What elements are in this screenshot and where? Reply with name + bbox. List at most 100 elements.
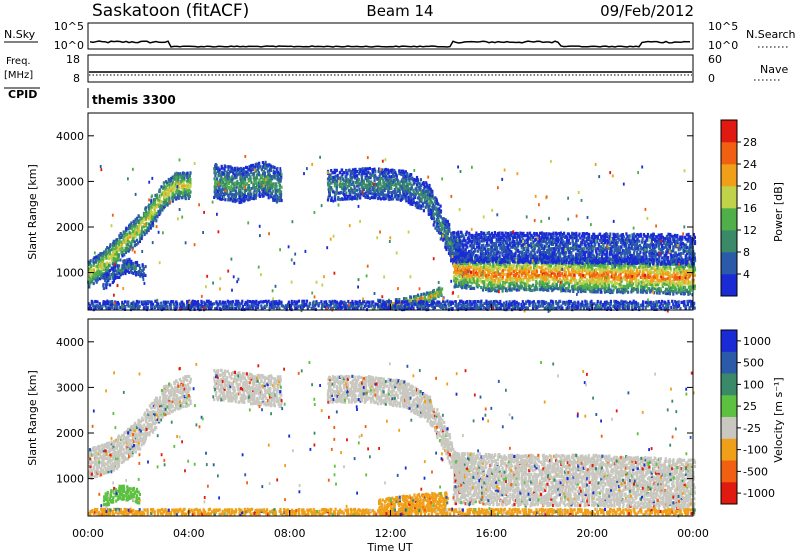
heatmap-cell	[177, 182, 180, 186]
heatmap-cell	[186, 188, 189, 192]
heatmap-cell	[138, 225, 141, 229]
heatmap-cell	[481, 250, 484, 254]
heatmap-cell	[629, 267, 632, 271]
heatmap-cell	[542, 253, 545, 257]
heatmap-cell	[188, 180, 191, 184]
heatmap-cell	[116, 238, 119, 242]
heatmap-cell	[526, 258, 529, 262]
heatmap-cell	[471, 262, 474, 266]
heatmap-cell	[419, 178, 422, 182]
heatmap-cell	[533, 250, 536, 254]
heatmap-cell	[422, 191, 425, 195]
heatmap-cell	[161, 204, 164, 208]
heatmap-cell	[177, 194, 180, 198]
heatmap-cell	[155, 195, 158, 199]
heatmap-cell	[476, 233, 479, 237]
heatmap-cell	[663, 268, 666, 273]
heatmap-cell	[144, 228, 147, 233]
heatmap-cell	[110, 272, 113, 277]
heatmap-cell	[602, 274, 605, 278]
heatmap-cell	[255, 193, 258, 197]
heatmap-cell	[144, 273, 147, 277]
heatmap-cell	[634, 280, 637, 284]
heatmap-cell	[361, 192, 364, 196]
heatmap-cell	[459, 265, 462, 269]
heatmap-cell	[562, 234, 565, 238]
heatmap-cell	[102, 274, 105, 278]
heatmap-cell	[559, 283, 562, 287]
heatmap-cell	[546, 272, 549, 276]
heatmap-cell	[327, 183, 330, 187]
heatmap-cell	[644, 264, 647, 268]
heatmap-cell	[495, 262, 499, 266]
heatmap-cell	[654, 284, 657, 288]
heatmap-cell	[123, 265, 126, 269]
heatmap-cell	[511, 258, 514, 262]
heatmap-cell	[664, 277, 667, 281]
heatmap-cell	[498, 251, 502, 255]
heatmap-cell	[543, 256, 546, 260]
heatmap-cell	[470, 265, 473, 269]
heatmap-cell	[277, 180, 280, 184]
heatmap-cell	[173, 185, 176, 189]
heatmap-cell	[261, 191, 264, 195]
heatmap-cell	[494, 232, 497, 236]
heatmap-cell	[357, 184, 360, 188]
heatmap-cell	[600, 273, 603, 277]
heatmap-cell	[611, 270, 614, 274]
heatmap-cell	[102, 282, 105, 287]
heatmap-cell	[634, 265, 637, 269]
heatmap-cell	[570, 281, 573, 285]
heatmap-cell	[508, 233, 511, 237]
heatmap-cell	[458, 235, 461, 239]
heatmap-cell	[593, 284, 596, 288]
heatmap-cell	[383, 183, 386, 187]
heatmap-cell	[488, 254, 491, 258]
heatmap-cell	[142, 211, 146, 215]
heatmap-cell	[254, 196, 257, 200]
heatmap-cell	[677, 264, 680, 269]
heatmap-cell	[263, 166, 267, 170]
heatmap-cell	[662, 266, 665, 270]
heatmap-cell	[330, 175, 333, 180]
heatmap-cell	[335, 179, 339, 183]
heatmap-cell	[422, 194, 425, 198]
heatmap-cell	[114, 267, 117, 271]
heatmap-cell	[95, 280, 98, 284]
heatmap-cell	[619, 272, 622, 276]
heatmap-cell	[514, 285, 517, 289]
heatmap-cell	[525, 248, 528, 252]
heatmap-cell	[618, 274, 621, 278]
heatmap-cell	[620, 279, 623, 283]
heatmap-cell	[95, 255, 98, 259]
heatmap-cell	[596, 290, 599, 294]
heatmap-cell	[506, 260, 509, 264]
heatmap-cell	[523, 288, 526, 292]
heatmap-cell	[100, 258, 103, 262]
heatmap-cell	[141, 226, 144, 230]
heatmap-cell	[620, 267, 623, 272]
heatmap-cell	[186, 179, 189, 183]
heatmap-cell	[620, 266, 623, 270]
heatmap-cell	[183, 178, 186, 182]
heatmap-cell	[227, 174, 230, 178]
heatmap-cell	[656, 291, 659, 295]
heatmap-cell	[560, 233, 563, 237]
heatmap-cell	[462, 265, 465, 269]
heatmap-cell	[436, 207, 439, 212]
heatmap-cell	[508, 268, 512, 272]
heatmap-cell	[339, 176, 342, 180]
heatmap-cell	[403, 297, 406, 301]
heatmap-cell	[402, 169, 405, 173]
heatmap-cell	[258, 173, 261, 177]
heatmap-cell	[446, 219, 449, 223]
heatmap-cell	[380, 176, 383, 180]
heatmap-cell	[169, 185, 173, 189]
heatmap-cell	[235, 189, 238, 193]
heatmap-cell	[429, 291, 432, 295]
heatmap-cell	[89, 269, 92, 273]
power-heatmap-cells	[87, 155, 697, 313]
heatmap-cell	[525, 263, 528, 267]
heatmap-cell	[438, 213, 441, 217]
heatmap-cell	[622, 268, 625, 272]
